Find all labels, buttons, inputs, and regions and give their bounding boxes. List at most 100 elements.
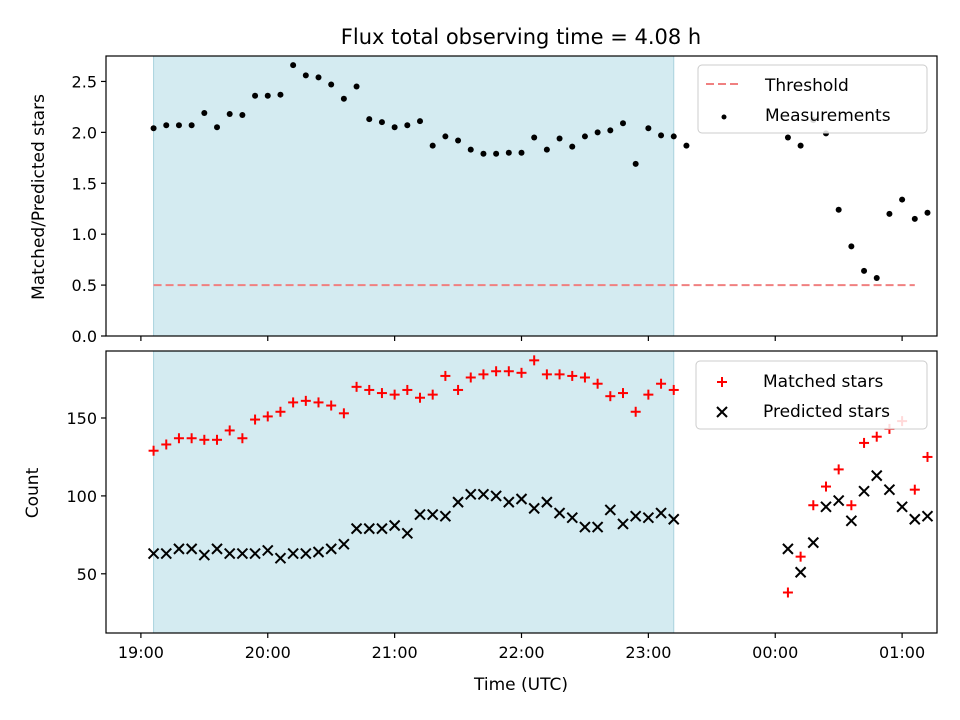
data-point-stroke	[312, 546, 325, 558]
data-point	[315, 74, 322, 81]
data-point	[645, 125, 652, 132]
data-point	[656, 378, 667, 389]
data-point	[326, 400, 337, 411]
top-y-axis-label: Matched/Predicted stars	[29, 94, 49, 300]
data-point-stroke	[338, 538, 350, 550]
data-point-stroke	[363, 522, 375, 535]
data-point	[480, 150, 487, 157]
legend: Threshold Measurements	[697, 64, 928, 134]
data-point	[516, 367, 527, 378]
data-point	[848, 243, 855, 250]
data-point	[591, 521, 604, 533]
data-point-stroke	[490, 490, 502, 502]
data-point	[338, 408, 349, 419]
data-point	[173, 543, 185, 555]
data-point	[366, 116, 373, 123]
x-tick-label: 01:00	[879, 643, 925, 662]
data-point	[163, 122, 170, 129]
data-point	[439, 510, 452, 522]
data-point-stroke	[782, 543, 794, 555]
data-point	[554, 369, 565, 380]
data-point	[670, 133, 677, 140]
legend-swatch	[716, 406, 728, 418]
data-point	[617, 518, 629, 530]
data-point-stroke	[921, 510, 934, 522]
data-point	[250, 414, 261, 425]
data-point	[607, 127, 614, 134]
data-point-stroke	[147, 547, 160, 560]
x-tick-label: 22:00	[498, 643, 544, 662]
bottom-y-axis-label: Count	[23, 467, 43, 518]
data-point	[832, 494, 845, 507]
data-point	[477, 488, 490, 501]
legend-label: Matched stars	[763, 372, 883, 392]
series-predicted-stars	[147, 469, 934, 578]
data-point	[340, 95, 347, 102]
y-tick-label: 0.5	[72, 276, 97, 295]
data-point	[632, 160, 639, 167]
data-point	[820, 481, 831, 492]
x-tick-label: 20:00	[245, 643, 291, 662]
data-point	[859, 437, 870, 448]
data-point	[173, 433, 184, 444]
data-point	[493, 150, 500, 157]
data-point	[453, 384, 464, 395]
data-point	[389, 389, 400, 400]
data-point	[924, 209, 931, 216]
data-point	[566, 512, 578, 524]
x-tick-label: 00:00	[752, 643, 798, 662]
y-tick-label: 100	[66, 487, 97, 506]
data-point	[579, 372, 590, 383]
data-point-stroke	[300, 547, 312, 560]
data-point	[505, 149, 512, 156]
data-point	[683, 142, 690, 149]
data-point	[264, 92, 271, 99]
data-point	[274, 552, 287, 564]
data-point	[592, 378, 603, 389]
data-point	[896, 501, 908, 513]
data-point-stroke	[249, 547, 261, 560]
data-point	[313, 397, 324, 408]
data-point	[465, 372, 476, 383]
data-point	[911, 215, 918, 222]
data-point	[287, 547, 299, 560]
data-point	[338, 538, 350, 550]
y-tick-label: 50	[77, 565, 97, 584]
data-point	[541, 496, 553, 508]
data-point	[353, 83, 360, 90]
data-point	[351, 381, 362, 392]
data-point	[415, 392, 426, 403]
data-point	[160, 547, 172, 560]
data-point	[846, 500, 857, 511]
data-point	[350, 522, 363, 535]
data-point	[161, 439, 172, 450]
data-point-stroke	[414, 508, 426, 521]
data-point	[312, 546, 325, 558]
data-point-stroke	[668, 513, 680, 525]
data-point-stroke	[223, 547, 236, 560]
data-point-stroke	[591, 521, 604, 533]
data-point	[175, 122, 182, 129]
data-point	[579, 521, 591, 533]
data-point-stroke	[553, 507, 566, 519]
data-point-stroke	[503, 496, 515, 508]
data-point	[478, 369, 489, 380]
data-point	[465, 488, 477, 501]
data-point	[402, 384, 413, 395]
data-point-stroke	[655, 507, 667, 519]
data-point	[201, 110, 208, 117]
data-point	[808, 500, 819, 511]
y-tick-label: 1.5	[72, 174, 97, 193]
data-point	[401, 527, 414, 539]
data-point	[858, 485, 870, 497]
data-point	[226, 111, 233, 118]
data-point	[807, 536, 820, 549]
data-point	[835, 206, 842, 213]
x-tick-label: 19:00	[118, 643, 164, 662]
data-point	[262, 544, 274, 557]
data-point	[909, 484, 920, 495]
legend-item: Predicted stars	[716, 402, 890, 422]
data-point	[643, 389, 654, 400]
data-point	[515, 493, 528, 505]
data-point	[198, 549, 211, 561]
